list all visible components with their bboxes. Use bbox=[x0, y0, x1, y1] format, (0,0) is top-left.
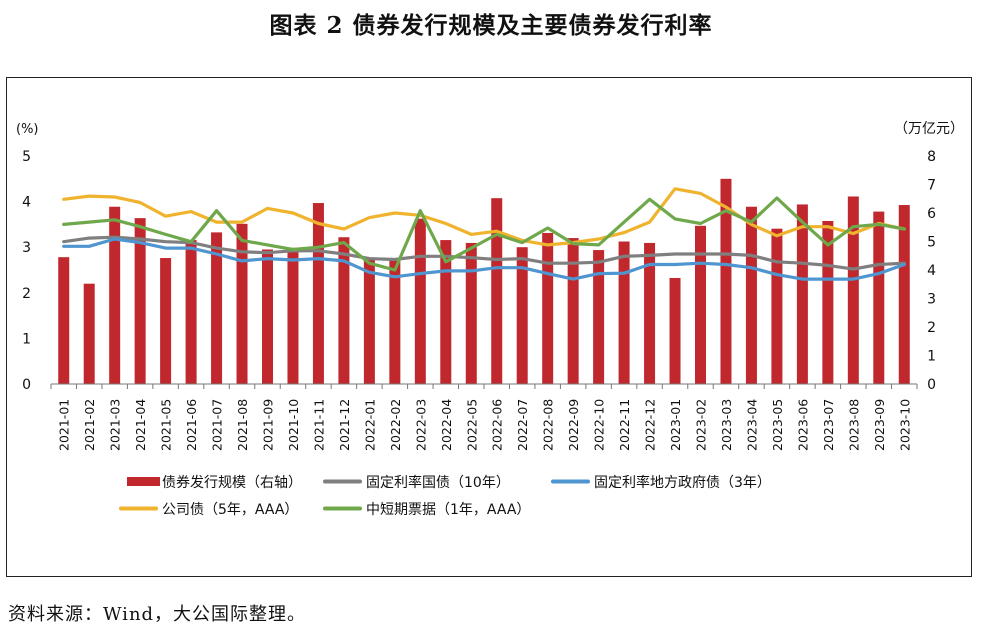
left-tick-label: 3 bbox=[22, 240, 31, 256]
bar-issuance bbox=[745, 206, 757, 384]
bar-issuance bbox=[109, 206, 121, 384]
x-tick-label: 2022-08 bbox=[541, 399, 556, 451]
x-tick-label: 2021-05 bbox=[159, 399, 174, 451]
bar-issuance bbox=[822, 220, 834, 384]
x-tick-label: 2022-09 bbox=[566, 399, 581, 451]
x-tick-label: 2022-12 bbox=[643, 399, 658, 451]
line-treasury-10y bbox=[62, 235, 906, 271]
left-tick-label: 0 bbox=[22, 377, 31, 393]
legend-issuance-label: 债券发行规模（右轴） bbox=[162, 475, 302, 491]
bar-issuance bbox=[134, 218, 146, 384]
bar-issuance bbox=[644, 242, 656, 384]
bar-issuance bbox=[873, 211, 885, 384]
left-axis-unit: (%) bbox=[16, 122, 39, 137]
x-tick-label: 2021-12 bbox=[337, 399, 352, 451]
left-tick-label: 1 bbox=[22, 331, 31, 347]
left-tick-label: 2 bbox=[22, 286, 31, 302]
bar-issuance bbox=[771, 228, 783, 384]
bar-issuance bbox=[160, 258, 172, 384]
bar-issuance bbox=[262, 249, 273, 384]
bar-issuance bbox=[58, 257, 70, 384]
bar-issuance bbox=[440, 240, 452, 384]
bar-issuance bbox=[338, 237, 350, 384]
legend-corporate-5y-label: 公司债（5年，AAA） bbox=[162, 502, 298, 518]
legend-issuance-swatch bbox=[127, 477, 160, 486]
bar-issuance bbox=[796, 204, 808, 384]
x-tick-label: 2021-04 bbox=[133, 399, 148, 451]
legend-treasury-10y-label: 固定利率国债（10年） bbox=[366, 474, 510, 491]
chart-title: 图表 2 债券发行规模及主要债券发行利率 bbox=[269, 12, 713, 39]
x-tick-label: 2023-08 bbox=[846, 399, 861, 451]
bar-issuance bbox=[720, 178, 732, 384]
bar-issuance bbox=[363, 259, 375, 384]
x-tick-label: 2021-08 bbox=[235, 399, 250, 451]
x-tick-label: 2023-06 bbox=[795, 399, 810, 451]
line-mtn-1y bbox=[62, 196, 906, 272]
x-tick-label: 2022-02 bbox=[388, 399, 403, 451]
bar-issuance bbox=[567, 238, 579, 384]
x-tick-label: 2021-02 bbox=[82, 399, 97, 451]
x-tick-label: 2023-03 bbox=[719, 399, 734, 451]
legend-local-gov-3y-label: 固定利率地方政府债（3年） bbox=[594, 474, 771, 491]
bar-issuance bbox=[491, 198, 503, 384]
right-tick-label: 2 bbox=[927, 320, 936, 336]
right-tick-label: 7 bbox=[927, 178, 936, 194]
right-tick-label: 0 bbox=[927, 377, 936, 393]
right-tick-label: 4 bbox=[927, 263, 936, 279]
x-tick-label: 2021-11 bbox=[311, 399, 326, 451]
x-tick-label: 2022-11 bbox=[617, 399, 632, 451]
bar-issuance bbox=[618, 241, 630, 384]
x-tick-label: 2021-06 bbox=[184, 399, 199, 451]
x-tick-label: 2022-10 bbox=[592, 399, 607, 451]
x-tick-label: 2021-01 bbox=[57, 399, 72, 451]
right-tick-label: 6 bbox=[927, 206, 936, 222]
bar-issuance bbox=[542, 232, 554, 384]
left-tick-label: 5 bbox=[22, 149, 31, 165]
bar-issuance bbox=[414, 218, 426, 384]
x-tick-label: 2023-07 bbox=[821, 399, 836, 451]
legend-mtn-1y-label: 中短期票据（1年，AAA） bbox=[366, 502, 530, 518]
bar-issuance bbox=[389, 260, 401, 384]
x-tick-label: 2022-07 bbox=[515, 399, 530, 451]
chart-svg: (%) （万亿元） 0 1 2 3 4 5 0 1 2 3 4 5 6 7 8 2021-01 2021-02 202… bbox=[16, 121, 964, 518]
x-tick-label: 2023-05 bbox=[770, 399, 785, 451]
bar-issuance bbox=[669, 277, 681, 384]
x-tick-label: 2021-07 bbox=[210, 399, 225, 451]
x-tick-label: 2023-04 bbox=[744, 399, 759, 451]
source-note: 资料来源：Wind，大公国际整理。 bbox=[8, 604, 307, 625]
x-tick-label: 2022-03 bbox=[413, 399, 428, 451]
left-tick-label: 4 bbox=[22, 195, 31, 211]
bar-issuance bbox=[236, 223, 248, 384]
x-tick-label: 2022-04 bbox=[439, 399, 454, 451]
chart-frame: (%) （万亿元） 0 1 2 3 4 5 0 1 2 3 4 5 6 7 8 2021-01 2021-02 202… bbox=[6, 77, 972, 577]
x-tick-label: 2022-05 bbox=[464, 399, 479, 451]
x-tick-label: 2023-01 bbox=[668, 399, 683, 451]
x-tick-label: 2023-09 bbox=[872, 399, 887, 451]
x-tick-label: 2022-01 bbox=[362, 399, 377, 451]
x-tick-label: 2023-10 bbox=[897, 399, 912, 451]
bar-issuance bbox=[593, 250, 605, 384]
bar-issuance bbox=[211, 232, 223, 384]
line-local-gov-3y bbox=[62, 237, 906, 281]
right-tick-label: 1 bbox=[927, 349, 936, 365]
right-axis-unit: （万亿元） bbox=[894, 121, 964, 137]
right-tick-label: 8 bbox=[927, 149, 936, 165]
bar-issuance bbox=[898, 205, 910, 384]
bar-issuance bbox=[516, 247, 528, 384]
x-tick-label: 2022-06 bbox=[490, 399, 505, 451]
bar-issuance bbox=[695, 225, 706, 384]
x-tick-label: 2021-09 bbox=[261, 399, 276, 451]
bar-issuance bbox=[465, 242, 477, 384]
bar-issuance bbox=[185, 240, 197, 384]
bar-issuance bbox=[847, 196, 859, 384]
right-tick-label: 5 bbox=[927, 235, 936, 251]
right-tick-label: 3 bbox=[927, 292, 936, 308]
bar-issuance bbox=[83, 283, 95, 384]
bar-issuance bbox=[312, 203, 324, 384]
line-corporate-5y bbox=[62, 187, 906, 247]
bar-issuance bbox=[287, 247, 299, 384]
x-tick-label: 2023-02 bbox=[694, 399, 709, 451]
x-tick-label: 2021-10 bbox=[286, 399, 301, 451]
x-tick-label: 2021-03 bbox=[108, 399, 123, 451]
